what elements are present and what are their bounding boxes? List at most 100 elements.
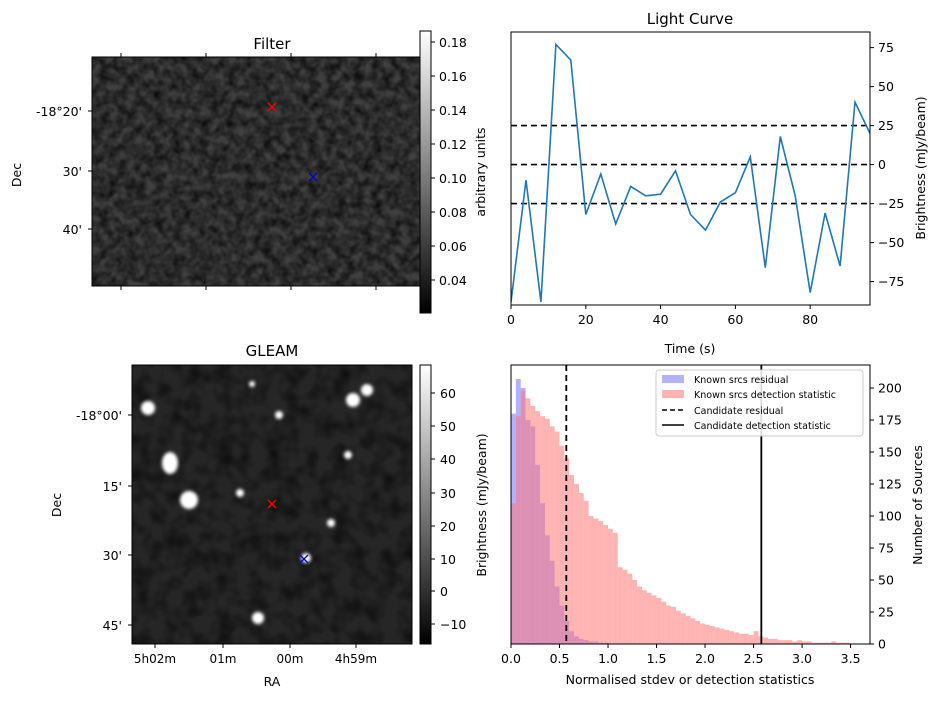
gleam-xtick-1: 01m bbox=[210, 652, 237, 666]
hist-bar-known-detection bbox=[646, 592, 652, 644]
hist-bar-known-detection bbox=[811, 642, 817, 644]
lc-xtick-0: 0 bbox=[507, 312, 515, 327]
gleam-xlabel: RA bbox=[264, 674, 281, 689]
filter-cbar-tick-5: 0.08 bbox=[439, 205, 467, 220]
hist-bar-known-detection bbox=[564, 458, 570, 644]
hist-ytick-1: 25 bbox=[878, 605, 894, 620]
hist-bar-known-detection bbox=[797, 640, 803, 644]
filter-cbar-tick-1: 0.16 bbox=[439, 69, 467, 84]
filter-colorbar-label: arbitrary units bbox=[473, 127, 488, 216]
hist-bar-known-detection bbox=[724, 629, 730, 644]
hist-ytick-2: 50 bbox=[878, 573, 894, 588]
filter-title: Filter bbox=[253, 35, 291, 53]
gleam-title: GLEAM bbox=[246, 342, 299, 360]
hist-bar-known-detection bbox=[675, 610, 681, 644]
hist-xtick-5: 2.5 bbox=[744, 651, 764, 666]
hist-bar-known-detection bbox=[802, 641, 807, 644]
lc-ytick-1: 50 bbox=[878, 79, 894, 94]
hist-bar-known-detection bbox=[671, 606, 676, 644]
hist-ytick-0: 0 bbox=[878, 637, 886, 652]
hist-ytick-8: 200 bbox=[878, 381, 902, 396]
hist-bar-known-detection bbox=[593, 518, 599, 644]
filter-cbar-tick-4: 0.10 bbox=[439, 171, 467, 186]
gleam-xtick-3: 4h59m bbox=[335, 652, 377, 666]
filter-panel: Filter -18°20' 30' 40' bbox=[9, 30, 488, 314]
lc-ytick-0: 75 bbox=[878, 40, 894, 55]
hist-ylabel-right: Number of Sources bbox=[910, 445, 925, 565]
lc-xtick-2: 40 bbox=[653, 312, 669, 327]
hist-bar-known-detection bbox=[608, 528, 613, 644]
lc-xlabel: Time (s) bbox=[664, 341, 716, 356]
hist-xtick-0: 0.0 bbox=[501, 651, 521, 666]
hist-bar-known-detection bbox=[705, 624, 710, 644]
gleam-cbar-tick-4: 20 bbox=[440, 519, 456, 534]
gleam-xtick-0: 5h02m bbox=[134, 652, 176, 666]
hist-bar-known-detection bbox=[840, 642, 846, 644]
gleam-bright-sources bbox=[141, 381, 373, 624]
hist-ytick-7: 175 bbox=[878, 413, 902, 428]
hist-xtick-4: 2.0 bbox=[695, 651, 715, 666]
hist-bar-known-detection bbox=[627, 573, 633, 644]
lc-xtick-1: 20 bbox=[578, 312, 594, 327]
hist-bar-known-detection bbox=[685, 615, 691, 644]
hist-xtick-3: 1.5 bbox=[647, 651, 667, 666]
hist-bar-known-detection bbox=[680, 613, 686, 644]
hist-bar-known-detection bbox=[588, 516, 594, 644]
hist-bar-known-detection bbox=[695, 620, 701, 644]
gleam-cbar-tick-2: 40 bbox=[440, 452, 456, 467]
hist-bar-known-detection bbox=[641, 590, 647, 644]
hist-bar-known-detection bbox=[515, 416, 521, 644]
hist-bar-known-detection bbox=[549, 426, 555, 644]
hist-y-axis-right: 0 25 50 75 100 125 150 175 200 bbox=[870, 381, 902, 652]
hist-bar-known-detection bbox=[709, 626, 715, 644]
hist-bar-known-detection bbox=[831, 641, 837, 644]
hist-bar-known-detection bbox=[578, 492, 584, 644]
filter-cbar-tick-3: 0.12 bbox=[439, 137, 467, 152]
hist-bar-known-detection bbox=[792, 641, 798, 644]
gleam-cbar-tick-3: 30 bbox=[440, 486, 456, 501]
hist-xtick-2: 1.0 bbox=[598, 651, 618, 666]
hist-bar-known-detection bbox=[714, 627, 720, 644]
hist-bar-known-detection bbox=[748, 635, 754, 644]
lc-ytick-4: −25 bbox=[878, 196, 904, 211]
hist-xtick-7: 3.5 bbox=[841, 651, 861, 666]
hist-bar-known-detection bbox=[511, 503, 516, 644]
gleam-red-marker bbox=[267, 499, 277, 509]
hist-legend: Known srcs residual Known srcs detection… bbox=[655, 369, 864, 437]
lc-title: Light Curve bbox=[647, 10, 733, 28]
lc-threshold-lines bbox=[511, 124, 870, 205]
legend-label-known-residual: Known srcs residual bbox=[694, 375, 788, 386]
legend-swatch-known-residual bbox=[662, 375, 684, 383]
hist-bar-known-detection bbox=[540, 416, 545, 644]
hist-bar-known-detection bbox=[656, 597, 662, 644]
hist-bar-known-detection bbox=[651, 595, 657, 644]
lc-ytick-2: 25 bbox=[878, 118, 894, 133]
filter-ylabel: Dec bbox=[9, 163, 24, 187]
hist-bar-known-detection bbox=[768, 638, 773, 644]
gleam-cbar-tick-6: 0 bbox=[440, 584, 448, 599]
hist-bar-known-detection bbox=[734, 632, 740, 644]
hist-bar-known-detection bbox=[603, 524, 609, 644]
gleam-ytick-2: 30' bbox=[103, 548, 122, 563]
hist-ytick-5: 125 bbox=[878, 477, 902, 492]
gleam-colorbar: 60 50 40 30 20 10 0 −10 bbox=[419, 364, 466, 645]
filter-image bbox=[92, 57, 420, 286]
hist-bar-known-detection bbox=[666, 605, 672, 644]
hist-bar-known-detection bbox=[753, 631, 759, 644]
hist-bar-known-detection bbox=[743, 633, 749, 644]
hist-xtick-6: 3.0 bbox=[792, 651, 812, 666]
hist-bar-known-detection bbox=[739, 633, 744, 644]
hist-bar-known-detection bbox=[700, 623, 706, 644]
hist-bar-known-detection bbox=[719, 628, 725, 644]
hist-bar-known-detection bbox=[763, 637, 769, 644]
hist-bar-known-detection bbox=[612, 532, 618, 644]
hist-bar-known-detection bbox=[772, 638, 778, 644]
legend-label-known-detection: Known srcs detection statistic bbox=[694, 390, 836, 401]
lc-ytick-6: −75 bbox=[878, 274, 904, 289]
hist-bars bbox=[511, 379, 851, 644]
hist-bar-known-detection bbox=[530, 405, 536, 644]
hist-bar-known-detection bbox=[821, 642, 827, 644]
lc-xtick-3: 60 bbox=[727, 312, 743, 327]
hist-bar-known-detection bbox=[836, 642, 841, 644]
